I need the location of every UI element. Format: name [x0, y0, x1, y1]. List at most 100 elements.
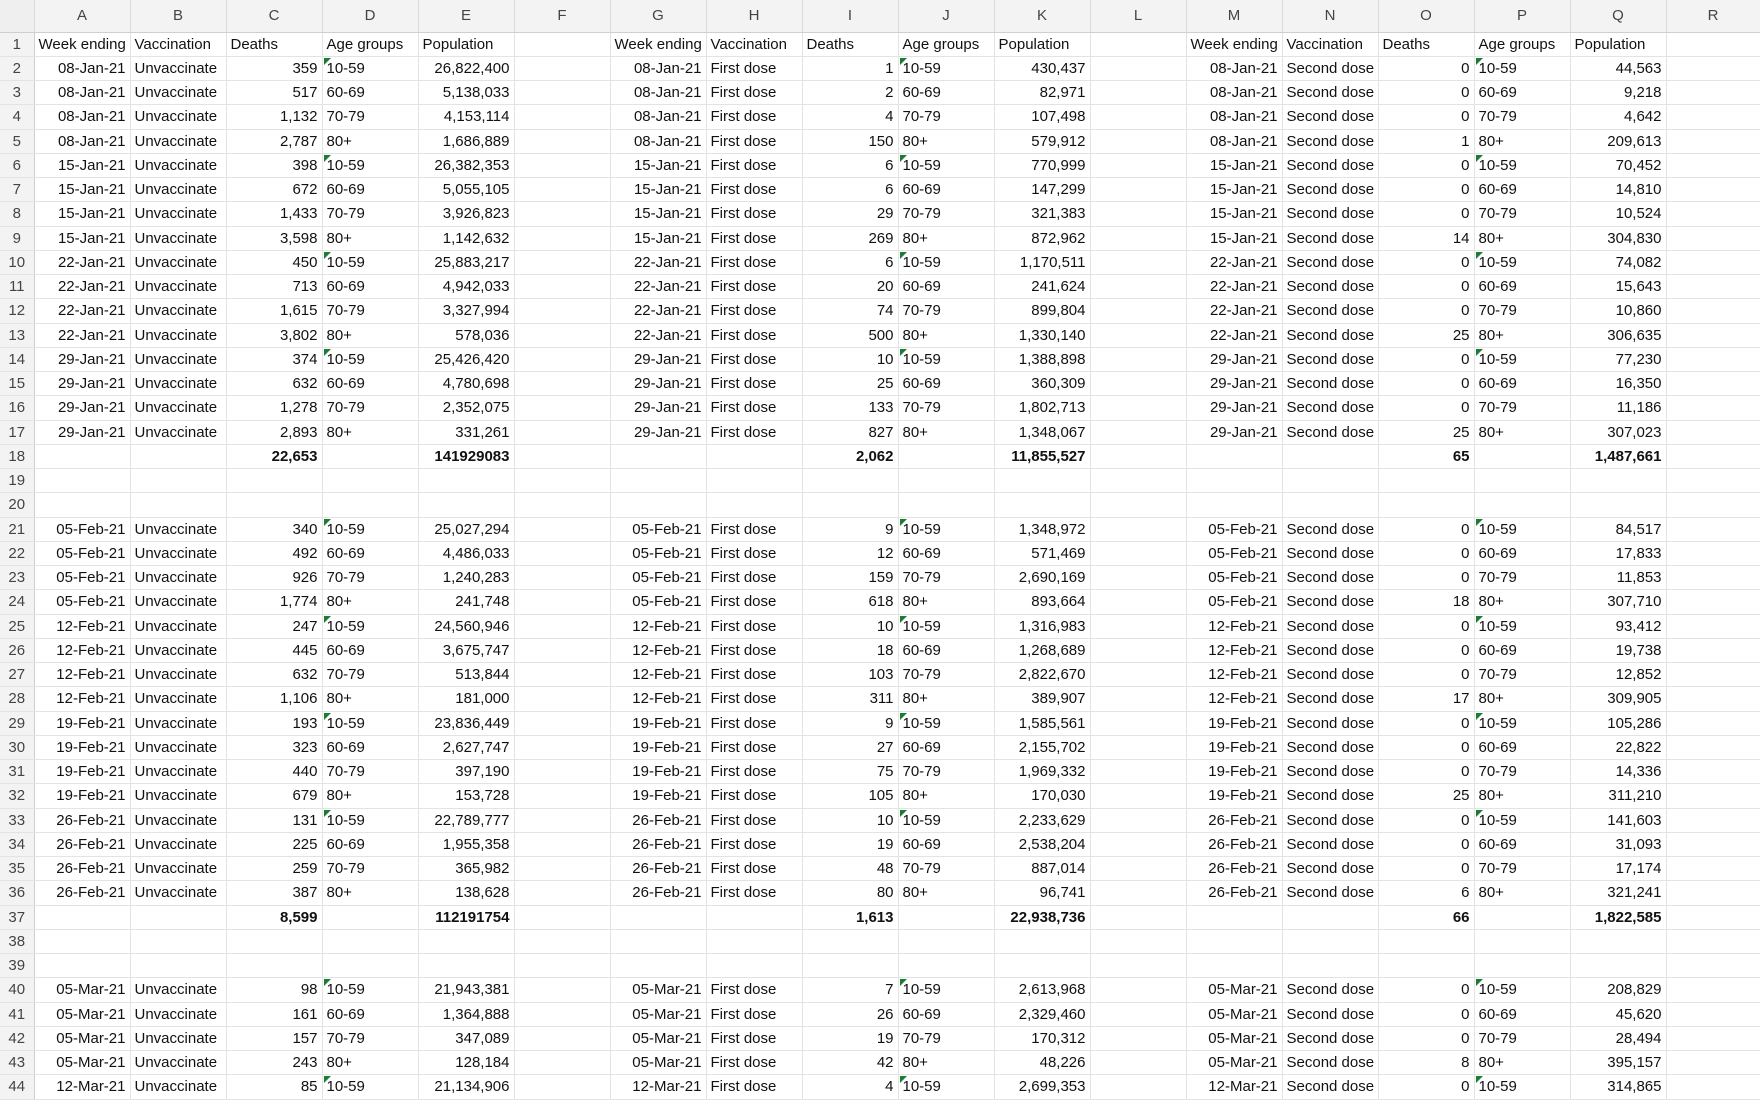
cell[interactable]: 0: [1378, 977, 1475, 1003]
cell[interactable]: First dose: [706, 880, 803, 906]
cell[interactable]: [34, 492, 131, 518]
cell[interactable]: 29-Jan-21: [34, 347, 131, 373]
cell[interactable]: 181,000: [418, 686, 515, 712]
cell[interactable]: 10-59: [898, 808, 995, 833]
cell[interactable]: 395,157: [1570, 1050, 1667, 1076]
cell[interactable]: [1666, 565, 1760, 591]
cell[interactable]: 14,336: [1570, 759, 1667, 785]
cell[interactable]: [1090, 129, 1187, 154]
cell[interactable]: 4: [802, 104, 899, 130]
cell[interactable]: 12-Mar-21: [34, 1074, 131, 1100]
cell[interactable]: 80+: [898, 880, 995, 906]
cell[interactable]: Unvaccinate: [130, 541, 227, 567]
cell[interactable]: 08-Jan-21: [34, 129, 131, 154]
cell[interactable]: [514, 129, 611, 154]
cell[interactable]: 259: [226, 856, 323, 882]
column-header[interactable]: R: [1666, 0, 1760, 33]
cell[interactable]: [514, 880, 611, 906]
cell[interactable]: 48,226: [994, 1050, 1091, 1076]
cell[interactable]: 243: [226, 1050, 323, 1076]
cell[interactable]: 131: [226, 808, 323, 833]
cell[interactable]: First dose: [706, 129, 803, 154]
cell[interactable]: [1666, 226, 1760, 251]
cell[interactable]: [1186, 492, 1283, 518]
cell[interactable]: [514, 420, 611, 445]
cell[interactable]: 1,348,067: [994, 420, 1091, 445]
cell[interactable]: 323: [226, 735, 323, 761]
cell[interactable]: Second dose: [1282, 420, 1379, 445]
cell[interactable]: Second dose: [1282, 80, 1379, 106]
row-header[interactable]: 30: [0, 735, 35, 761]
cell[interactable]: 138,628: [418, 880, 515, 906]
cell[interactable]: 26-Feb-21: [1185, 856, 1283, 882]
cell[interactable]: 65: [1378, 444, 1475, 470]
cell[interactable]: [514, 614, 611, 639]
cell[interactable]: Unvaccinate: [130, 420, 227, 445]
cell[interactable]: 10-59: [898, 711, 995, 736]
cell[interactable]: [514, 783, 611, 809]
cell[interactable]: 05-Mar-21: [1185, 1050, 1283, 1076]
cell[interactable]: [1090, 517, 1187, 542]
cell[interactable]: [1090, 492, 1187, 518]
cell[interactable]: 22-Jan-21: [1185, 298, 1283, 324]
cell[interactable]: 2,787: [226, 129, 323, 154]
cell[interactable]: [1090, 541, 1187, 567]
cell[interactable]: 19-Feb-21: [34, 711, 131, 736]
cell[interactable]: Age groups: [322, 32, 419, 57]
cell[interactable]: 05-Mar-21: [609, 977, 707, 1003]
cell[interactable]: [1666, 323, 1760, 348]
cell[interactable]: [1570, 468, 1667, 494]
cell[interactable]: 05-Feb-21: [34, 517, 131, 542]
cell[interactable]: 12-Feb-21: [34, 686, 131, 712]
column-header[interactable]: M: [1186, 0, 1283, 33]
column-header[interactable]: Q: [1570, 0, 1667, 33]
cell[interactable]: Unvaccinate: [130, 226, 227, 251]
cell[interactable]: 159: [802, 565, 899, 591]
cell[interactable]: 0: [1378, 298, 1475, 324]
cell[interactable]: 80+: [1474, 1050, 1571, 1076]
cell[interactable]: 80+: [322, 420, 419, 445]
cell[interactable]: 05-Mar-21: [34, 1026, 131, 1052]
cell[interactable]: 10-59: [322, 977, 419, 1003]
cell[interactable]: First dose: [706, 614, 803, 639]
cell[interactable]: 12-Feb-21: [609, 686, 707, 712]
cell[interactable]: 82,971: [994, 80, 1091, 106]
cell[interactable]: [1666, 711, 1760, 736]
cell[interactable]: 12-Feb-21: [1185, 638, 1283, 664]
cell[interactable]: [130, 468, 227, 494]
cell[interactable]: 0: [1378, 80, 1475, 106]
row-header[interactable]: 19: [0, 468, 35, 494]
cell[interactable]: 331,261: [418, 420, 515, 445]
row-header[interactable]: 21: [0, 517, 35, 542]
cell[interactable]: 2,822,670: [994, 662, 1091, 688]
cell[interactable]: 2,627,747: [418, 735, 515, 761]
cell[interactable]: First dose: [706, 589, 803, 615]
cell[interactable]: 1,615: [226, 298, 323, 324]
cell[interactable]: 05-Mar-21: [34, 1050, 131, 1076]
cell[interactable]: 157: [226, 1026, 323, 1052]
row-header[interactable]: 36: [0, 880, 35, 906]
cell[interactable]: 450: [226, 250, 323, 276]
cell[interactable]: [514, 1026, 611, 1052]
cell[interactable]: 1,330,140: [994, 323, 1091, 348]
cell[interactable]: First dose: [706, 420, 803, 445]
row-header[interactable]: 18: [0, 444, 35, 470]
cell[interactable]: 70-79: [1474, 856, 1571, 882]
cell[interactable]: 70-79: [1474, 662, 1571, 688]
cell[interactable]: [130, 929, 227, 955]
cell[interactable]: 60-69: [1474, 80, 1571, 106]
cell[interactable]: 08-Jan-21: [1185, 56, 1283, 82]
cell[interactable]: [1090, 759, 1187, 785]
cell[interactable]: [1090, 371, 1187, 397]
cell[interactable]: 80+: [322, 880, 419, 906]
column-header[interactable]: I: [802, 0, 899, 33]
cell[interactable]: 60-69: [322, 541, 419, 567]
cell[interactable]: Unvaccinate: [130, 832, 227, 858]
cell[interactable]: 899,804: [994, 298, 1091, 324]
cell[interactable]: 0: [1378, 735, 1475, 761]
cell[interactable]: First dose: [706, 371, 803, 397]
cell[interactable]: 3,802: [226, 323, 323, 348]
cell[interactable]: Second dose: [1282, 808, 1379, 833]
row-header[interactable]: 3: [0, 80, 35, 106]
cell[interactable]: 05-Feb-21: [609, 565, 707, 591]
